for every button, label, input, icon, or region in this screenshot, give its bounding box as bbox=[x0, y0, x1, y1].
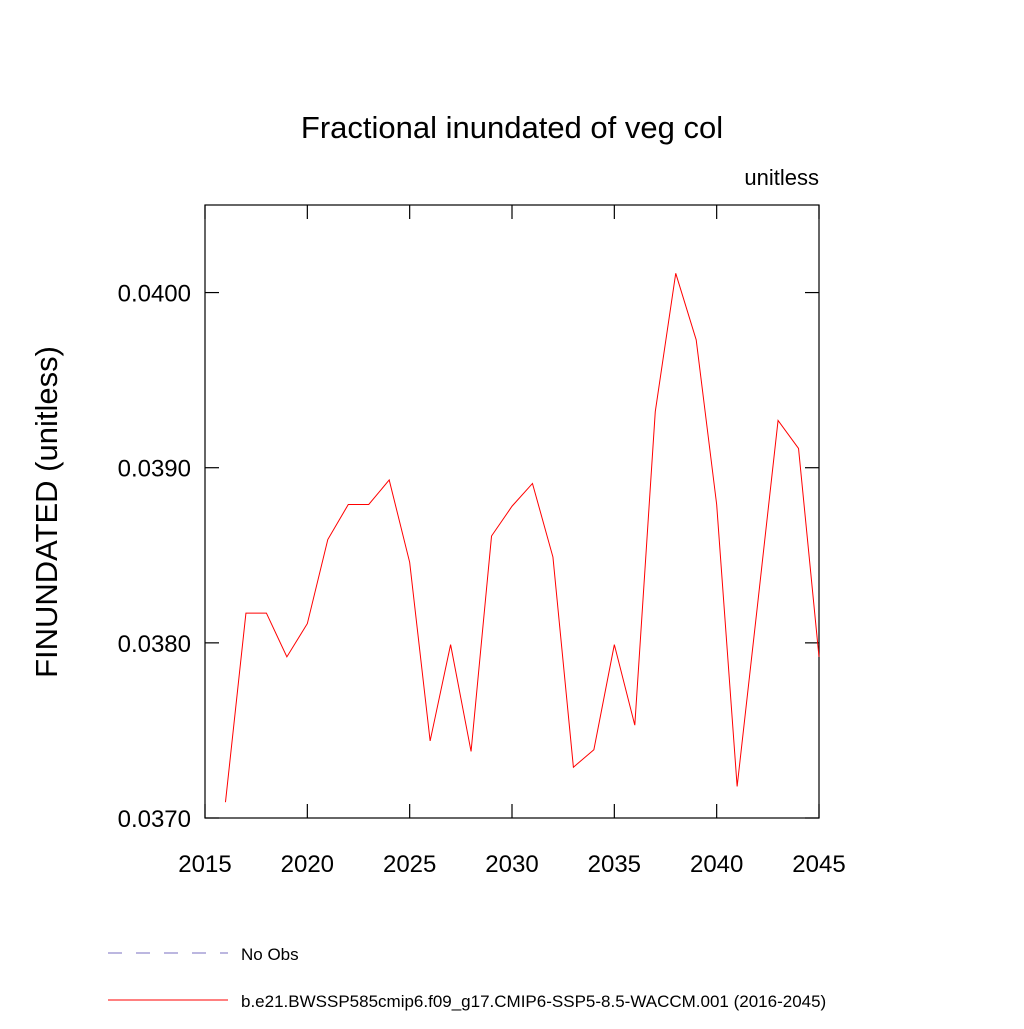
x-tick-label: 2020 bbox=[281, 851, 334, 878]
y-axis-label: FINUNDATED (unitless) bbox=[29, 346, 64, 678]
y-tick-label: 0.0400 bbox=[118, 281, 191, 308]
series-line bbox=[224, 273, 820, 803]
subtitle: unitless bbox=[744, 165, 819, 190]
x-tick-label: 2015 bbox=[178, 851, 231, 878]
y-tick-label: 0.0370 bbox=[118, 806, 191, 833]
legend-label: No Obs bbox=[241, 945, 299, 964]
x-tick-label: 2040 bbox=[690, 851, 743, 878]
y-tick-label: 0.0390 bbox=[118, 456, 191, 483]
x-tick-label: 2035 bbox=[588, 851, 641, 878]
chart-title: Fractional inundated of veg col bbox=[301, 110, 723, 145]
x-tick-label: 2025 bbox=[383, 851, 436, 878]
x-tick-label: 2030 bbox=[485, 851, 538, 878]
y-tick-label: 0.0380 bbox=[118, 631, 191, 658]
legend-label: b.e21.BWSSP585cmip6.f09_g17.CMIP6-SSP5-8… bbox=[241, 992, 826, 1011]
x-tick-label: 2045 bbox=[792, 851, 845, 878]
